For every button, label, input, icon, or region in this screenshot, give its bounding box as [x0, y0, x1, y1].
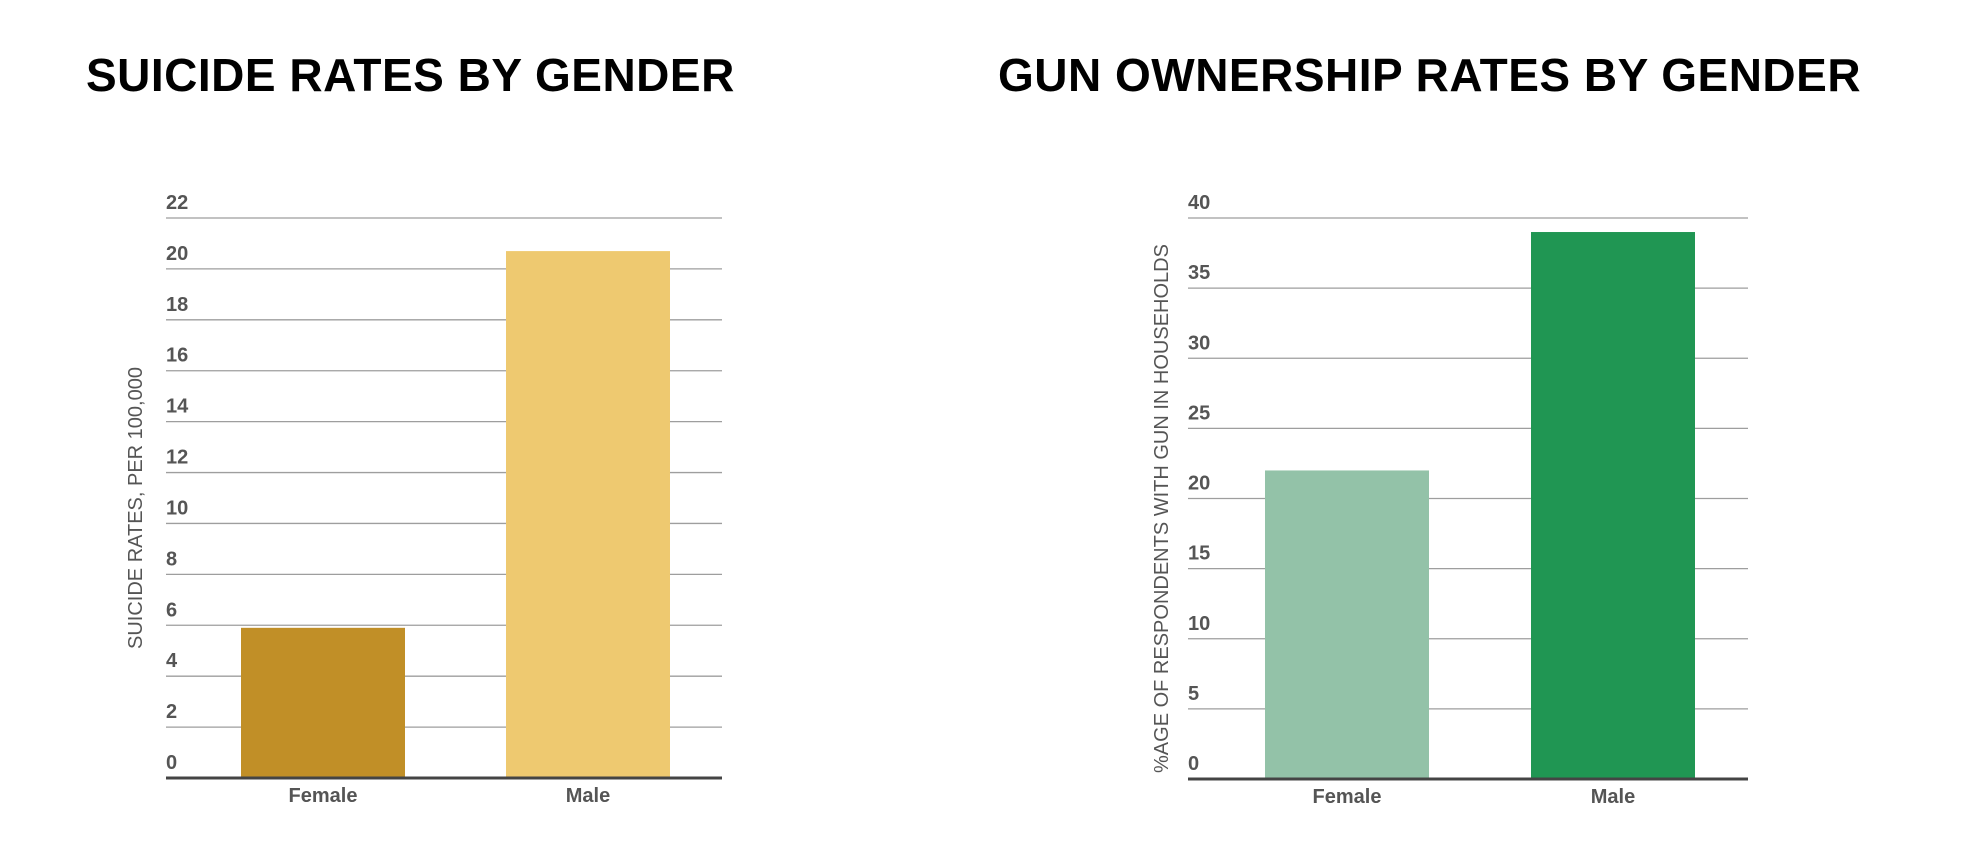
suicide-y-tick-label: 14: [166, 396, 189, 418]
gun-y-tick-label: 5: [1188, 683, 1199, 705]
suicide-y-tick-label: 4: [166, 650, 178, 672]
suicide-y-tick-label: 16: [166, 345, 188, 367]
suicide-x-category-label: Male: [566, 785, 610, 807]
gun-y-tick-label: 25: [1188, 402, 1210, 424]
suicide-y-tick-label: 18: [166, 294, 188, 316]
chart-title-suicide: SUICIDE RATES BY GENDER: [86, 49, 735, 101]
suicide-y-tick-label: 22: [166, 192, 188, 214]
gun-y-tick-label: 20: [1188, 473, 1210, 495]
suicide-x-category-label: Female: [289, 785, 358, 807]
gun-y-tick-label: 0: [1188, 753, 1199, 775]
chart-gun: 0 5 10 15 20 25 30 35 40 Female Male %AGE OF RESPON…: [1151, 192, 1748, 808]
suicide-y-tick-label: 8: [166, 548, 177, 570]
gun-y-axis-title: %AGE OF RESPONDENTS WITH GUN IN HOUSEHOL…: [1151, 244, 1173, 773]
gun-bar-male: [1531, 232, 1695, 779]
suicide-bar-female: [241, 627, 405, 778]
chart-suicide: 0 2 4 6 8 10 12 14 16 18 20 22 Female Male SUICIDE RAT…: [125, 192, 722, 807]
chart-title-gun-ownership: GUN OWNERSHIP RATES BY GENDER: [998, 49, 1862, 101]
gun-x-category-label: Female: [1313, 786, 1382, 808]
gun-y-tick-label: 30: [1188, 332, 1210, 354]
suicide-y-tick-label: 10: [166, 497, 188, 519]
gun-y-tick-label: 15: [1188, 543, 1210, 565]
suicide-y-tick-label: 20: [166, 243, 188, 265]
gun-y-tick-label: 35: [1188, 262, 1210, 284]
gun-x-category-label: Male: [1591, 786, 1635, 808]
suicide-y-tick-label: 12: [166, 447, 188, 469]
suicide-bar-male: [506, 251, 670, 778]
suicide-y-tick-label: 0: [166, 752, 177, 774]
gun-bar-female: [1265, 470, 1429, 779]
suicide-y-tick-label: 2: [166, 701, 177, 723]
suicide-y-tick-label: 6: [166, 599, 177, 621]
gun-y-tick-label: 10: [1188, 613, 1210, 635]
gun-y-tick-label: 40: [1188, 192, 1210, 214]
suicide-y-axis-title: SUICIDE RATES, PER 100,000: [125, 367, 147, 649]
